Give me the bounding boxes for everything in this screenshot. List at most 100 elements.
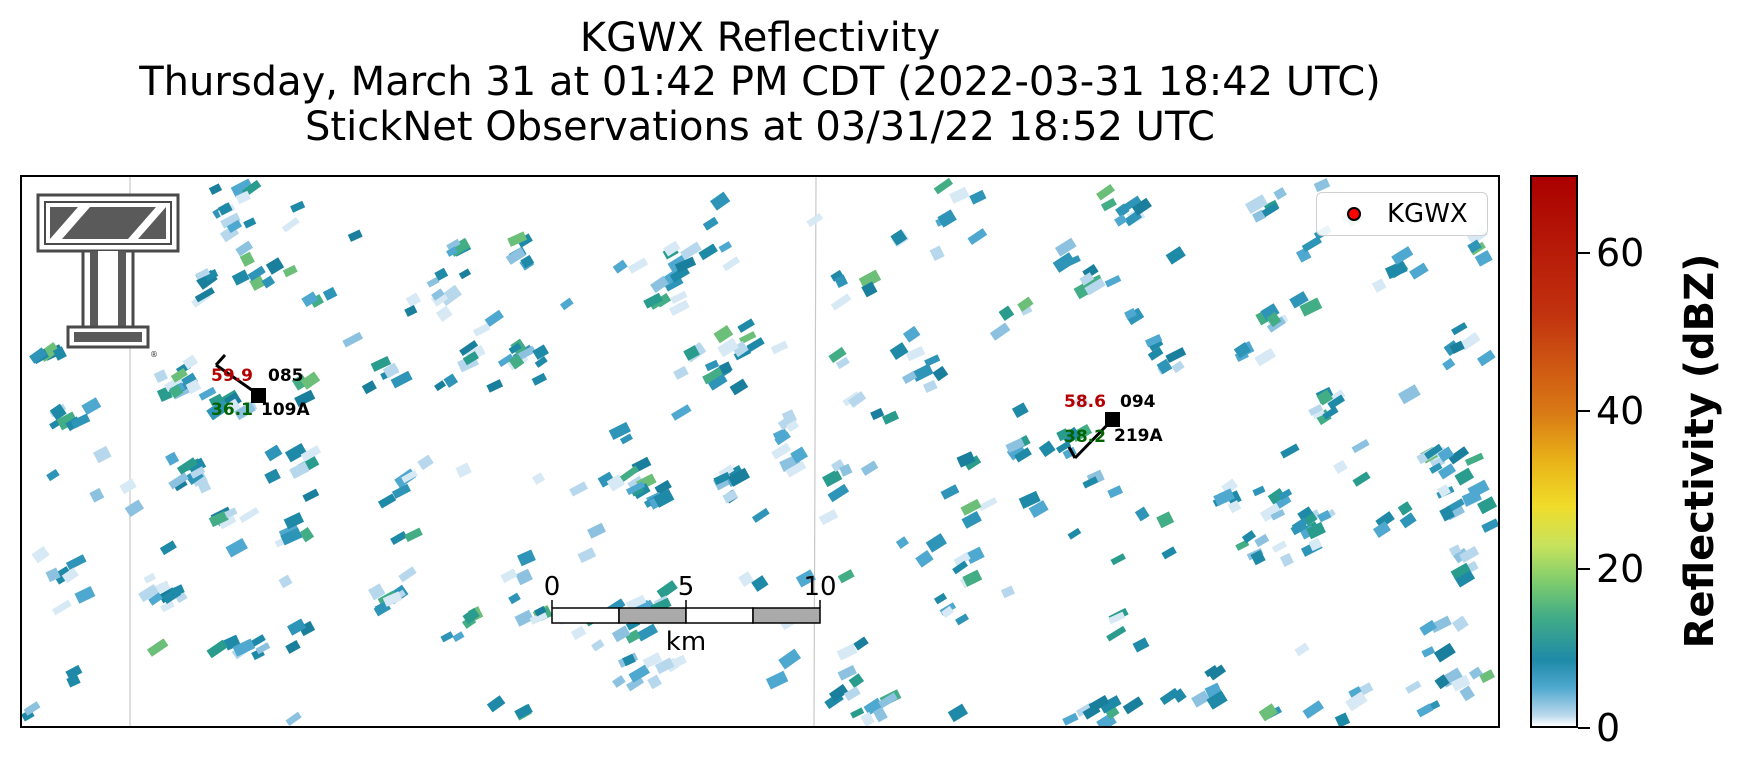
reflectivity-cell [520,254,535,269]
colorbar-tick-mark [1578,568,1590,570]
reflectivity-cell [532,472,546,485]
reflectivity-cell [1302,700,1324,719]
reflectivity-cell [368,583,386,601]
reflectivity-cell [889,342,909,360]
reflectivity-cell [208,183,223,195]
reflectivity-cell [1014,447,1032,463]
reflectivity-cell [932,365,949,382]
reflectivity-cell [1266,311,1282,328]
reflectivity-cell [1082,476,1099,489]
reflectivity-cell [933,177,954,195]
reflectivity-cell [655,293,672,308]
reflectivity-cell [1108,611,1126,625]
reflectivity-cell [722,256,741,272]
reflectivity-cell [702,216,719,231]
reflectivity-cell [608,421,631,441]
reflectivity-cell [484,309,504,327]
colorbar-tick-mark [1578,410,1590,412]
reflectivity-cell [1067,527,1082,540]
reflectivity-cell [765,670,789,690]
reflectivity-cell [204,268,219,282]
reflectivity-cell [401,469,418,484]
reflectivity-cell [915,550,934,568]
reflectivity-cell [1161,546,1177,560]
reflectivity-cell [669,265,690,283]
reflectivity-cell [961,511,982,529]
reflectivity-cell [1079,272,1095,286]
reflectivity-cell [124,499,145,518]
reflectivity-cell [751,507,770,523]
reflectivity-cell [224,507,238,519]
reflectivity-cell [168,384,184,399]
reflectivity-cell [642,652,663,669]
reflectivity-cell [619,465,640,482]
reflectivity-cell [458,268,472,280]
colorbar-tick-mark [1578,252,1590,254]
reflectivity-cell [933,592,948,605]
reflectivity-cell [235,190,252,205]
reflectivity-cell [1159,687,1180,706]
reflectivity-cell [1259,503,1282,522]
reflectivity-cell [532,344,549,360]
reflectivity-cell [895,536,909,549]
reflectivity-cell [1397,384,1421,405]
reflectivity-cell [1244,194,1268,215]
reflectivity-cell [508,353,525,370]
reflectivity-cell [1424,443,1443,460]
station-109a-id: 109A [261,400,310,420]
reflectivity-cell [989,322,1011,341]
reflectivity-cell [1266,316,1286,333]
reflectivity-cell [278,574,293,589]
reflectivity-cell [878,692,898,709]
reflectivity-cell [1467,239,1482,254]
reflectivity-cell [622,653,636,667]
reflectivity-cell [1439,505,1455,522]
reflectivity-cell [790,446,809,464]
reflectivity-cell [1450,674,1471,692]
reflectivity-cell [905,345,926,362]
reflectivity-cell [843,686,861,702]
reflectivity-cell [138,584,159,603]
station-219a-id: 219A [1114,426,1163,446]
reflectivity-cell [486,695,506,713]
reflectivity-cell [827,483,850,503]
colorbar-tick-mark [1578,727,1590,729]
reflectivity-cell [182,354,199,370]
reflectivity-cell [74,585,96,604]
reflectivity-cell [729,378,749,396]
reflectivity-cell [1106,625,1127,642]
reflectivity-cell [398,566,417,583]
reflectivity-cell [953,551,971,567]
reflectivity-cell [1241,530,1257,544]
reflectivity-cell [1061,426,1081,445]
reflectivity-cell [404,527,423,542]
reflectivity-cell [1448,446,1470,465]
reflectivity-cell [967,228,988,246]
scale-tick-10: 10 [803,572,837,602]
reflectivity-cell [226,219,243,234]
radar-map[interactable]: ® 59.9 085 36.1 109A 58.6 094 38 [20,175,1500,728]
reflectivity-cell [52,599,72,616]
reflectivity-cell [225,398,241,414]
reflectivity-cell [663,240,681,257]
reflectivity-cell [231,269,250,286]
reflectivity-cell [534,356,548,368]
reflectivity-cell [717,337,739,358]
reflectivity-cell [1405,680,1422,694]
reflectivity-cell [778,648,802,670]
reflectivity-cell [850,707,865,719]
scale-unit: km [665,627,707,657]
reflectivity-cell [870,407,885,421]
reflectivity-cell [949,186,970,204]
reflectivity-cell [70,413,91,429]
reflectivity-cell [702,367,724,385]
reflectivity-cell [119,478,137,495]
reflectivity-cell [1352,471,1371,487]
reflectivity-cell [628,664,651,683]
scale-tick-5: 5 [677,572,695,602]
reflectivity-cell [1345,691,1368,712]
reflectivity-cell [1252,485,1266,497]
reflectivity-cell [937,209,957,228]
reflectivity-cell [1227,500,1242,514]
reflectivity-cell [1271,540,1288,553]
